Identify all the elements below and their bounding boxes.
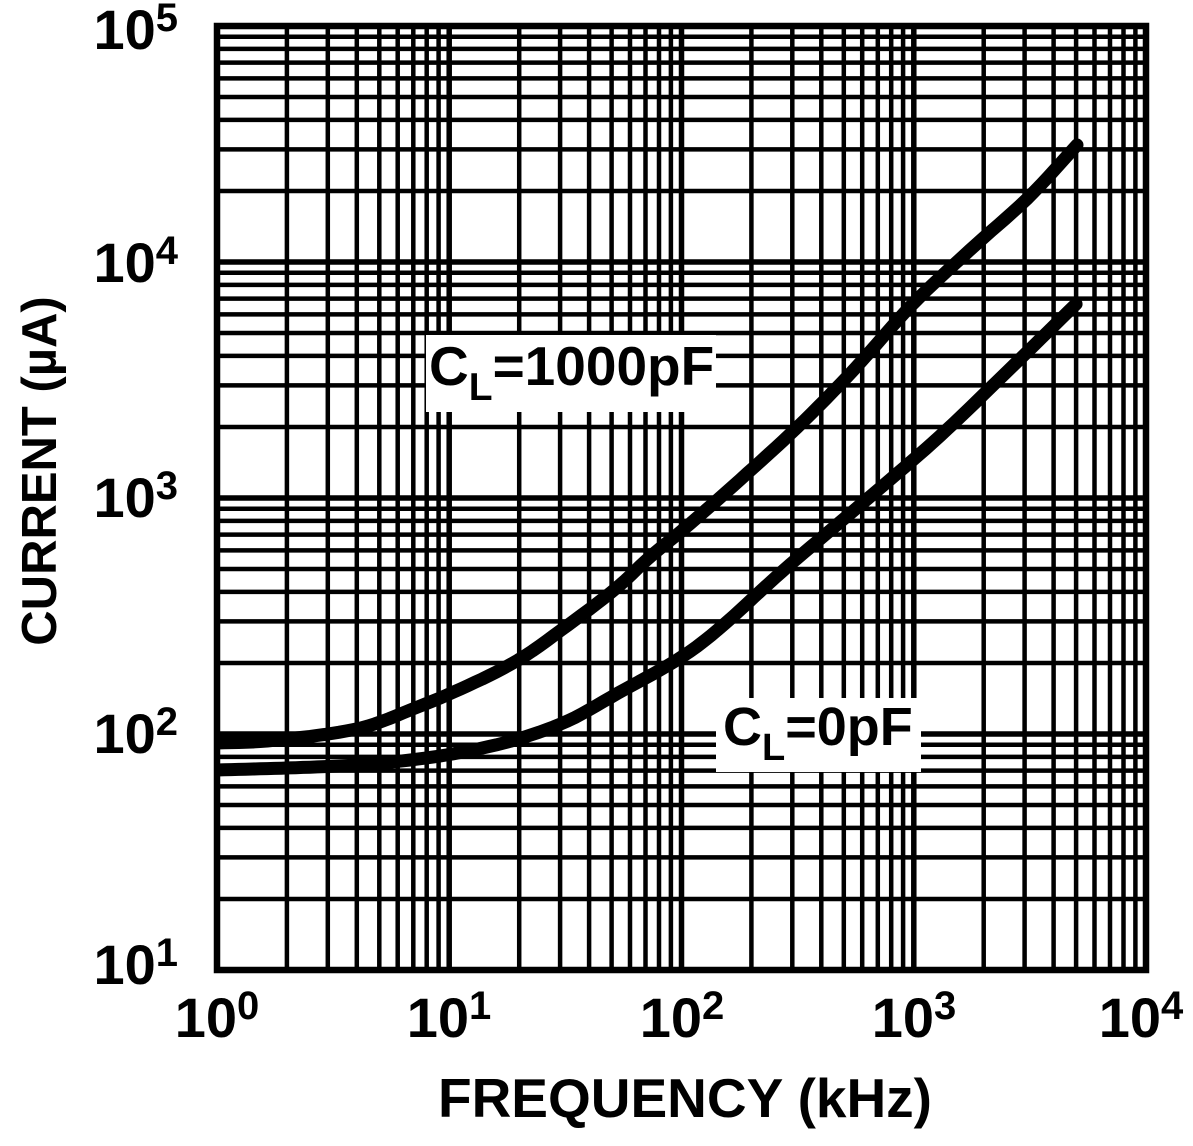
svg-text:104: 104: [1099, 984, 1184, 1049]
svg-text:103: 103: [872, 984, 957, 1049]
svg-text:CL=0pF: CL=0pF: [723, 697, 913, 769]
svg-text:CL=1000pF: CL=1000pF: [429, 335, 714, 409]
svg-text:FREQUENCY (kHz): FREQUENCY (kHz): [438, 1067, 932, 1129]
svg-text:102: 102: [93, 700, 178, 765]
svg-text:CURRENT (µA): CURRENT (µA): [13, 296, 67, 645]
svg-text:101: 101: [93, 931, 178, 996]
